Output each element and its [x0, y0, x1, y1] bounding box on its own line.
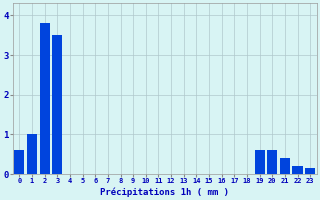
Bar: [267, 150, 277, 174]
Bar: [27, 134, 37, 174]
Bar: [14, 150, 24, 174]
Bar: [255, 150, 265, 174]
X-axis label: Précipitations 1h ( mm ): Précipitations 1h ( mm ): [100, 187, 229, 197]
Bar: [40, 23, 50, 174]
Bar: [305, 168, 315, 174]
Bar: [52, 35, 62, 174]
Bar: [280, 158, 290, 174]
Bar: [292, 166, 303, 174]
